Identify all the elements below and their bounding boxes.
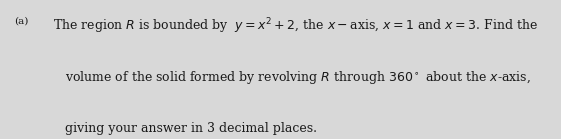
Text: volume of the solid formed by revolving $R$ through $360^\circ$ about the $x$-ax: volume of the solid formed by revolving … bbox=[65, 70, 531, 86]
Text: The region $R$ is bounded by  $y=x^2+2$, the $x-$axis, $x=1$ and $x=3$. Find the: The region $R$ is bounded by $y=x^2+2$, … bbox=[53, 17, 538, 36]
Text: giving your answer in 3 decimal places.: giving your answer in 3 decimal places. bbox=[65, 122, 316, 135]
Text: (a): (a) bbox=[14, 17, 29, 26]
